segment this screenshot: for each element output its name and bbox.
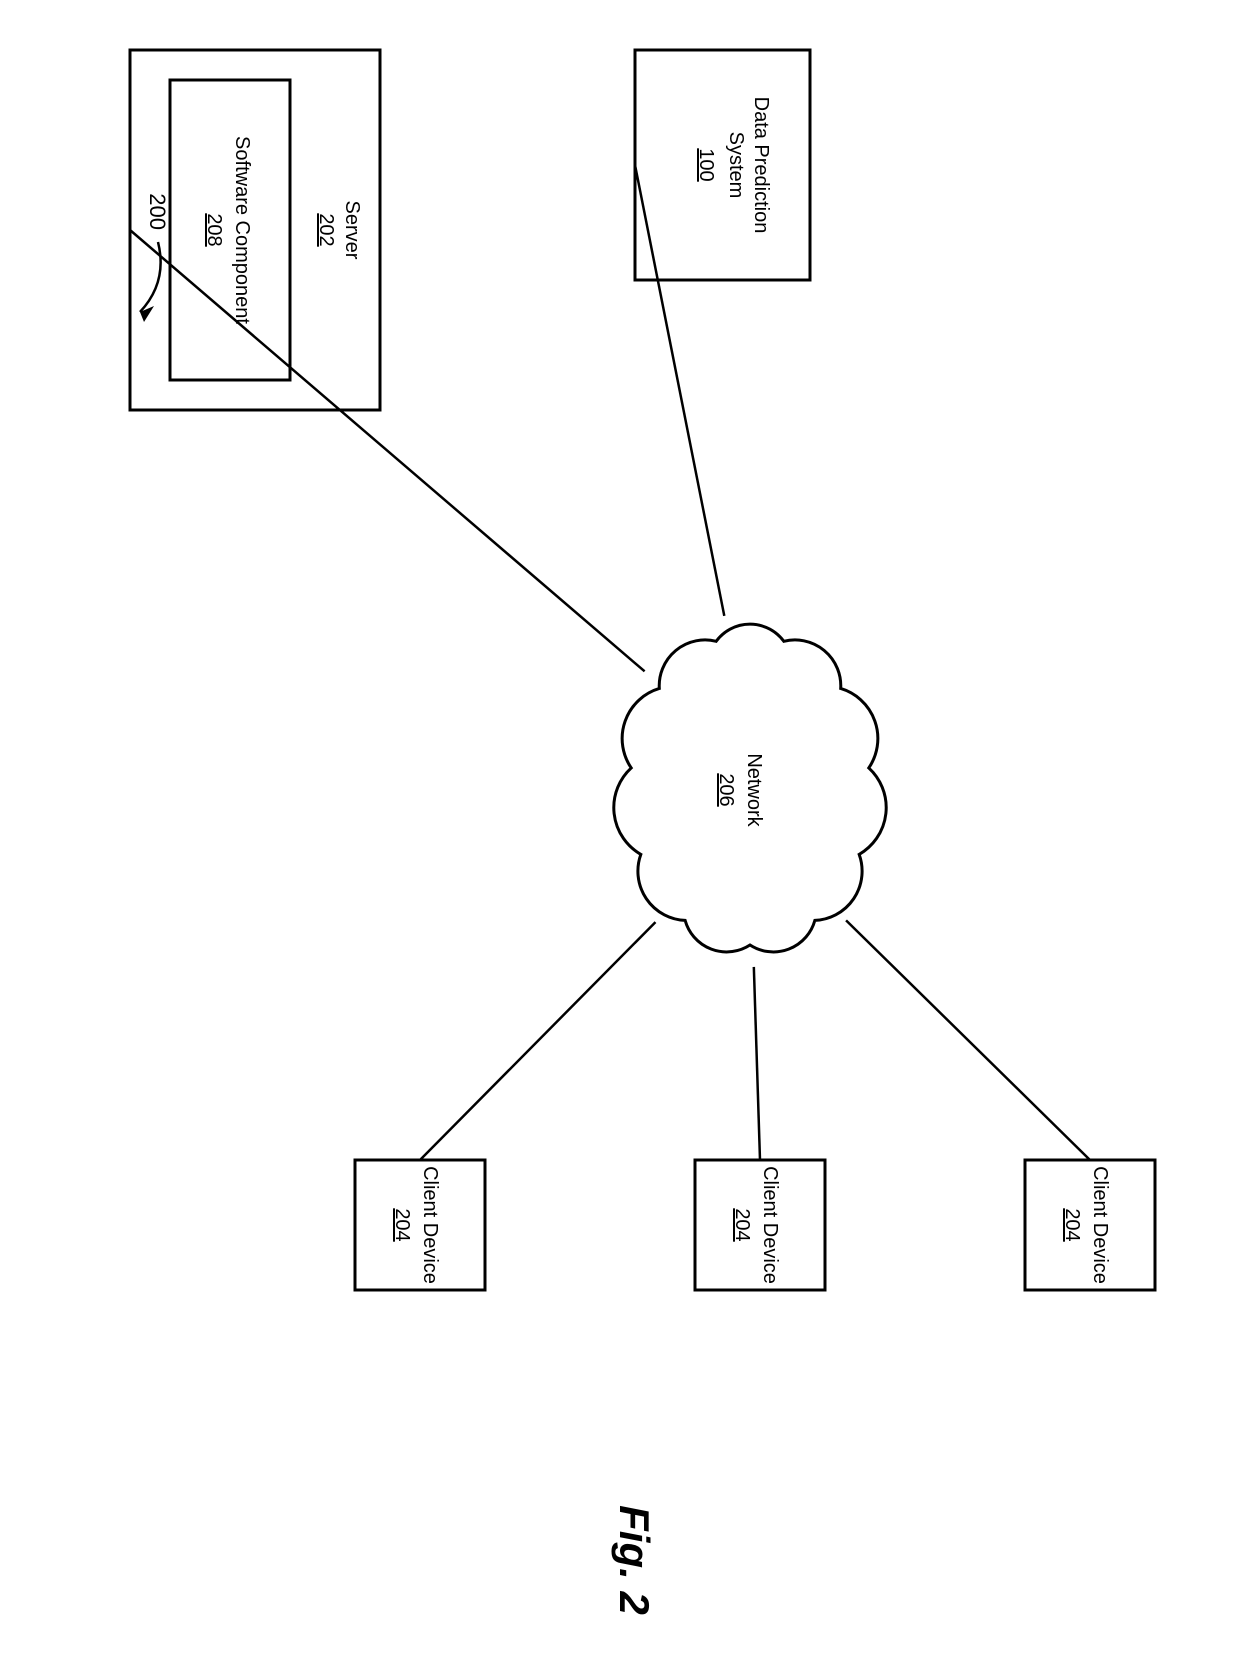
data-prediction-label1: Data Prediction [750, 97, 772, 234]
server-box: Server 202 Software Component 208 [130, 50, 380, 410]
client-device-2: Client Device 204 [695, 1160, 825, 1290]
client-device-3-label: Client Device [419, 1166, 441, 1284]
figure-ref-number: 200 [145, 193, 170, 230]
connector-lines [130, 165, 1090, 1160]
network-label: Network [743, 753, 765, 827]
network-cloud: Network 206 [614, 624, 886, 952]
figure-ref-marker: 200 [140, 193, 170, 322]
client-device-2-label: Client Device [759, 1166, 781, 1284]
client-device-3: Client Device 204 [355, 1160, 485, 1290]
client-device-1: Client Device 204 [1025, 1160, 1155, 1290]
client-device-1-ref: 204 [1061, 1208, 1083, 1241]
network-ref: 206 [715, 773, 737, 806]
software-component-label: Software Component [231, 136, 253, 324]
client-device-1-label: Client Device [1089, 1166, 1111, 1284]
software-component-ref: 208 [203, 213, 225, 246]
data-prediction-label2: System [725, 132, 747, 199]
data-prediction-ref: 100 [695, 148, 717, 181]
data-prediction-box: Data Prediction System 100 [635, 50, 810, 280]
server-label: Server [341, 201, 363, 260]
client-device-2-ref: 204 [731, 1208, 753, 1241]
client-device-3-ref: 204 [391, 1208, 413, 1241]
server-ref: 202 [315, 213, 337, 246]
figure-caption: Fig. 2 [611, 1505, 658, 1615]
